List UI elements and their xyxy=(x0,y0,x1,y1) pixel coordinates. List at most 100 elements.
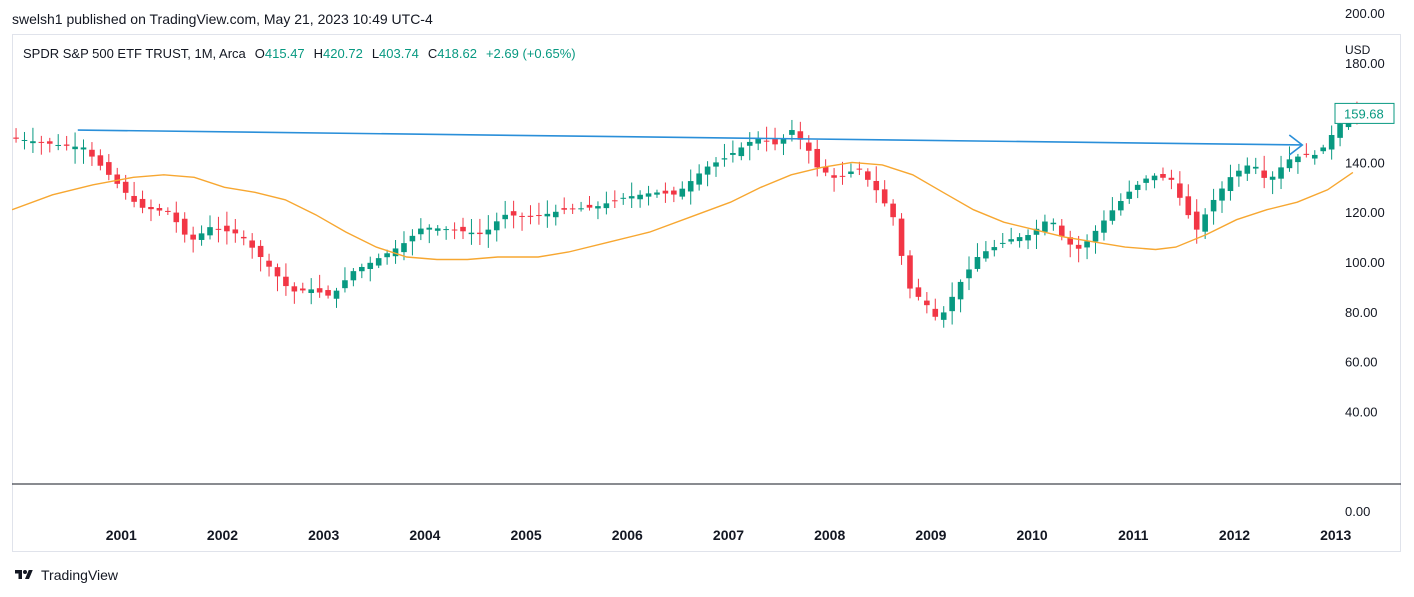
candle-body xyxy=(38,141,45,143)
candle-body xyxy=(763,140,770,142)
candle-body xyxy=(687,181,694,192)
candle-body xyxy=(873,180,880,191)
candle-body xyxy=(181,218,188,235)
candle-body xyxy=(1126,191,1133,199)
candle-body xyxy=(1202,214,1208,232)
moving-average-line xyxy=(12,161,1354,261)
candle-body xyxy=(1295,156,1301,163)
candle-body xyxy=(342,280,348,289)
candle-body xyxy=(333,290,340,299)
candle-body xyxy=(401,243,407,253)
candle-body xyxy=(122,181,129,193)
candle-body xyxy=(72,146,78,150)
candle-body xyxy=(999,242,1006,244)
candle-body xyxy=(780,138,787,144)
candle-body xyxy=(721,158,728,160)
candle-body xyxy=(797,131,804,140)
candle-body xyxy=(1261,170,1267,178)
candle-body xyxy=(822,166,829,173)
x-tick-label: 2005 xyxy=(511,527,542,543)
candle-body xyxy=(814,148,821,168)
symbol-label: SPDR S&P 500 ETF TRUST, 1M, Arca xyxy=(23,46,246,61)
candle-body xyxy=(30,141,36,144)
candle-body xyxy=(240,236,247,239)
footer-brand: TradingView xyxy=(41,567,119,583)
candle-body xyxy=(1050,222,1057,225)
candle-body xyxy=(316,288,323,293)
candle-body xyxy=(89,149,95,157)
candle-body xyxy=(915,287,922,297)
x-tick-label: 2008 xyxy=(814,527,845,543)
candle-body xyxy=(1025,235,1031,241)
candle-body xyxy=(1303,153,1310,155)
tradingview-logo[interactable]: TradingView xyxy=(12,567,118,583)
x-tick-label: 2011 xyxy=(1118,527,1149,543)
candle-body xyxy=(274,267,281,277)
candle-body xyxy=(848,171,854,174)
candle-body xyxy=(1269,176,1276,180)
candle-body xyxy=(890,203,896,218)
x-tick-label: 2009 xyxy=(915,527,946,543)
candle-body xyxy=(283,276,289,287)
x-tick-label: 2002 xyxy=(207,527,238,543)
x-tick-label: 2013 xyxy=(1320,527,1351,543)
candle-body xyxy=(949,296,955,312)
candle-body xyxy=(1219,188,1225,201)
candle-body xyxy=(165,210,171,212)
candle-body xyxy=(46,141,53,144)
x-tick-label: 2004 xyxy=(409,527,440,543)
candle-body xyxy=(1236,170,1242,177)
x-tick-label: 2006 xyxy=(612,527,643,543)
trendline-arrowhead xyxy=(1288,134,1304,156)
candle-body xyxy=(713,162,719,167)
candle-body xyxy=(637,194,643,200)
candle-body xyxy=(552,211,559,218)
open-value: 415.47 xyxy=(264,46,305,61)
candle-body xyxy=(620,197,627,199)
candle-body xyxy=(1092,230,1099,242)
candle-body xyxy=(510,211,517,216)
candle-body xyxy=(55,144,62,146)
candle-body xyxy=(696,173,702,185)
x-tick-label: 2001 xyxy=(106,527,137,543)
candle-body xyxy=(881,189,888,204)
tradingview-logo-icon xyxy=(15,570,33,579)
candle-body xyxy=(97,155,104,166)
candle-body xyxy=(704,166,711,175)
candle-body xyxy=(156,208,163,211)
candle-body xyxy=(612,200,618,202)
candle-body xyxy=(291,286,298,292)
candle-body xyxy=(148,207,154,210)
candle-body xyxy=(746,141,753,146)
candle-body xyxy=(451,229,458,231)
candle-body xyxy=(493,221,500,231)
candle-body xyxy=(409,235,416,242)
candle-body xyxy=(654,192,660,195)
plot-area xyxy=(12,101,1360,328)
candle-body xyxy=(1337,124,1343,138)
ohlc-legend: SPDR S&P 500 ETF TRUST, 1M, Arca O 415.4… xyxy=(23,46,576,61)
candle-body xyxy=(139,198,146,208)
candle-body xyxy=(940,312,947,320)
candle-body xyxy=(232,229,239,234)
candle-body xyxy=(1177,183,1183,198)
candle-body xyxy=(898,218,905,256)
candle-body xyxy=(1109,210,1116,221)
change-value: +2.69 (+0.65%) xyxy=(485,46,576,61)
x-tick-label: 2010 xyxy=(1017,527,1048,543)
y-tick-label: 180.00 xyxy=(1345,56,1385,71)
candle-body xyxy=(1278,167,1284,179)
candle-body xyxy=(190,234,196,240)
candle-body xyxy=(1143,178,1149,183)
candle-body xyxy=(13,137,19,139)
candle-body xyxy=(502,214,508,220)
candle-body xyxy=(1193,211,1200,230)
candle-body xyxy=(578,208,584,210)
candle-body xyxy=(1244,165,1251,174)
candle-body xyxy=(460,226,466,232)
high-value: 420.72 xyxy=(323,46,363,61)
candle-body xyxy=(603,203,610,209)
candle-body xyxy=(198,233,205,240)
candle-body xyxy=(831,175,837,178)
